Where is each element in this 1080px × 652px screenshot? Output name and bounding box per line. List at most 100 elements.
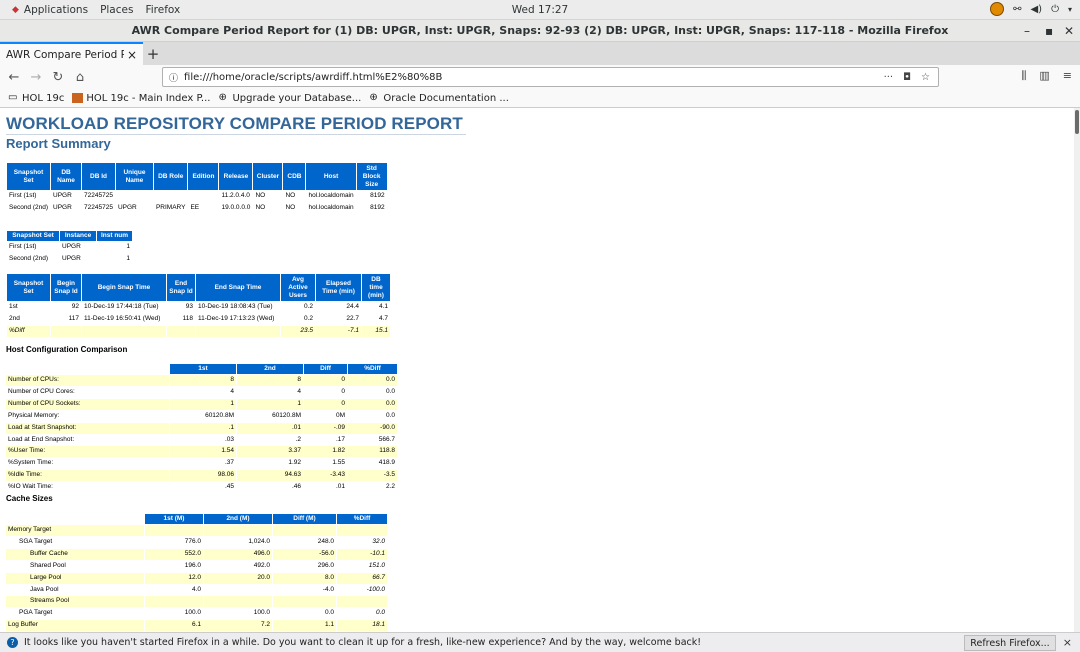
gnome-top-bar: ◆ Applications Places Firefox Wed 17:27 ⚯… (0, 0, 1080, 20)
table-cell: %IO Wait Time: (8, 483, 53, 491)
table-cell (82, 325, 166, 337)
bookmark-upgrade[interactable]: ⊕ Upgrade your Database... (218, 93, 361, 104)
table-cell: 6.1 (145, 620, 203, 632)
table-cell: Second (2nd) (9, 203, 49, 211)
minimize-icon[interactable]: – (1024, 24, 1030, 38)
bookmark-hol19c[interactable]: ▭ HOL 19c (8, 93, 64, 104)
network-icon[interactable]: ⚯ (1013, 3, 1022, 15)
table-cell: EE (190, 203, 200, 211)
table-cell: UPGR (53, 203, 72, 211)
col-header: Avg Active Users (281, 274, 315, 301)
table-cell: -3.43 (304, 470, 347, 482)
close-tab-icon[interactable]: × (126, 47, 137, 62)
table-cell: .03 (224, 435, 234, 443)
firefox-label: Firefox (145, 3, 181, 16)
bookmark-label: Upgrade your Database... (232, 92, 362, 104)
table-row: Second (2nd) UPGR 1 (7, 254, 132, 265)
globe-icon: ⊕ (369, 92, 378, 103)
back-icon[interactable]: ← (8, 69, 20, 85)
table-cell: First (1st) (9, 192, 37, 199)
question-icon: ? (7, 637, 18, 648)
table-cell: 1st (9, 303, 18, 310)
table-cell: 32.0 (372, 537, 385, 545)
table-cell: 492.0 (253, 561, 270, 569)
pocket-icon[interactable]: ◘ (903, 71, 912, 83)
tab-awr-report[interactable]: AWR Compare Period Report × (0, 42, 143, 65)
info-icon[interactable]: ⓘ (169, 73, 179, 84)
table-cell: 20.0 (204, 572, 272, 584)
table-row: First (1st) UPGR 72245725 11.2.0.4.0 NO NO hol… (7, 191, 387, 202)
reload-icon[interactable]: ↻ (52, 69, 64, 85)
chevron-down-icon[interactable]: ▾ (1067, 4, 1072, 14)
table-cell: 496.0 (204, 548, 272, 560)
menu-icon[interactable]: ≡ (1062, 69, 1072, 82)
table-cell: UPGR (53, 192, 72, 199)
maximize-icon[interactable]: ▪ (1045, 24, 1054, 38)
home-icon[interactable]: ⌂ (75, 69, 85, 85)
col-header: Unique Name (115, 163, 153, 190)
table-cell: 4.1 (378, 303, 388, 310)
col-header: 1st (170, 364, 236, 374)
cache-sizes-table: 1st (M) 2nd (M) Diff (M) %Diff Memory Ta… (5, 513, 388, 632)
col-header (6, 514, 144, 524)
bookmark-star-icon[interactable]: ☆ (921, 71, 930, 83)
applications-menu[interactable]: ◆ Applications (12, 4, 88, 16)
host-config-heading: Host Configuration Comparison (6, 345, 128, 354)
scrollbar-thumb[interactable] (1075, 110, 1079, 134)
table-cell: 72245725 (84, 203, 113, 211)
table-cell (145, 525, 203, 536)
cache-sizes-heading: Cache Sizes (6, 494, 53, 503)
power-icon[interactable]: ⏻ (1051, 3, 1059, 15)
table-cell: 11.2.0.4.0 (221, 192, 250, 199)
sidebar-icon[interactable]: ▥ (1039, 69, 1050, 82)
vertical-scrollbar[interactable] (1074, 108, 1080, 632)
table-cell: 0.0 (324, 609, 334, 617)
table-cell: NO (285, 192, 296, 199)
table-cell (196, 325, 280, 337)
table-cell: 0 (341, 387, 345, 395)
tab-label: AWR Compare Period Report (6, 48, 124, 61)
col-header: Snapshot Set (7, 231, 59, 241)
col-header: Release (219, 163, 253, 190)
user-avatar-icon[interactable] (990, 2, 1005, 16)
new-tab-button[interactable]: + (146, 45, 160, 63)
page-actions-icon[interactable]: ··· (883, 71, 894, 83)
firefox-menu[interactable]: Firefox (145, 4, 180, 16)
table-row: %User Time: 1.54 3.37 1.82 118.8 (6, 446, 397, 458)
table-row: Second (2nd) UPGR 72245725 UPGR PRIMARY EE 19.… (7, 203, 387, 214)
table-cell: 0.0 (385, 387, 395, 395)
bookmark-oracle-docs[interactable]: ⊕ Oracle Documentation ... (369, 93, 509, 104)
table-cell: 118 (182, 314, 193, 322)
close-notification-icon[interactable]: × (1062, 636, 1072, 649)
table-cell: UPGR (62, 254, 81, 262)
table-cell: 566.7 (378, 435, 395, 443)
table-cell: -90.0 (348, 422, 397, 434)
table-cell: -3.5 (348, 470, 397, 482)
places-menu[interactable]: Places (100, 4, 133, 16)
library-icon[interactable]: ⫼ (1021, 69, 1027, 82)
table-cell: NO (255, 192, 266, 199)
table-row: First (1st) UPGR 1 (7, 242, 132, 253)
table-row: Shared Pool 196.0 492.0 296.0 151.0 (6, 561, 387, 572)
col-header: Elapsed Time (min) (316, 274, 361, 301)
refresh-firefox-button[interactable]: Refresh Firefox... (964, 635, 1056, 651)
table-cell: 0.0 (348, 398, 397, 410)
url-text: file:///home/oracle/scripts/awrdiff.html… (184, 71, 443, 83)
table-cell: 1.92 (288, 459, 301, 467)
table-cell: 10-Dec-19 17:44:18 (Tue) (84, 303, 159, 310)
table-cell: Buffer Cache (6, 548, 144, 560)
volume-icon[interactable]: ◀) (1030, 3, 1043, 15)
table-cell: 4 (230, 387, 234, 395)
forward-icon[interactable]: → (30, 69, 42, 85)
table-row: Buffer Cache 552.0 496.0 -56.0 -10.1 (6, 548, 387, 560)
table-cell: 1.54 (170, 446, 236, 458)
table-cell: 1 (126, 254, 130, 262)
table-cell: 196.0 (184, 561, 201, 569)
bookmarks-toolbar: ▭ HOL 19c HOL 19c - Main Index P... ⊕ Upgr… (0, 89, 1080, 108)
url-bar[interactable]: ⓘ file:///home/oracle/scripts/awrdiff.ht… (162, 67, 939, 87)
table-cell: 151.0 (368, 561, 385, 569)
bookmark-hol19c-main[interactable]: HOL 19c - Main Index P... (72, 93, 210, 104)
close-window-icon[interactable]: ✕ (1064, 24, 1075, 38)
table-cell: 0.0 (385, 411, 395, 419)
table-cell: 4 (297, 387, 301, 395)
